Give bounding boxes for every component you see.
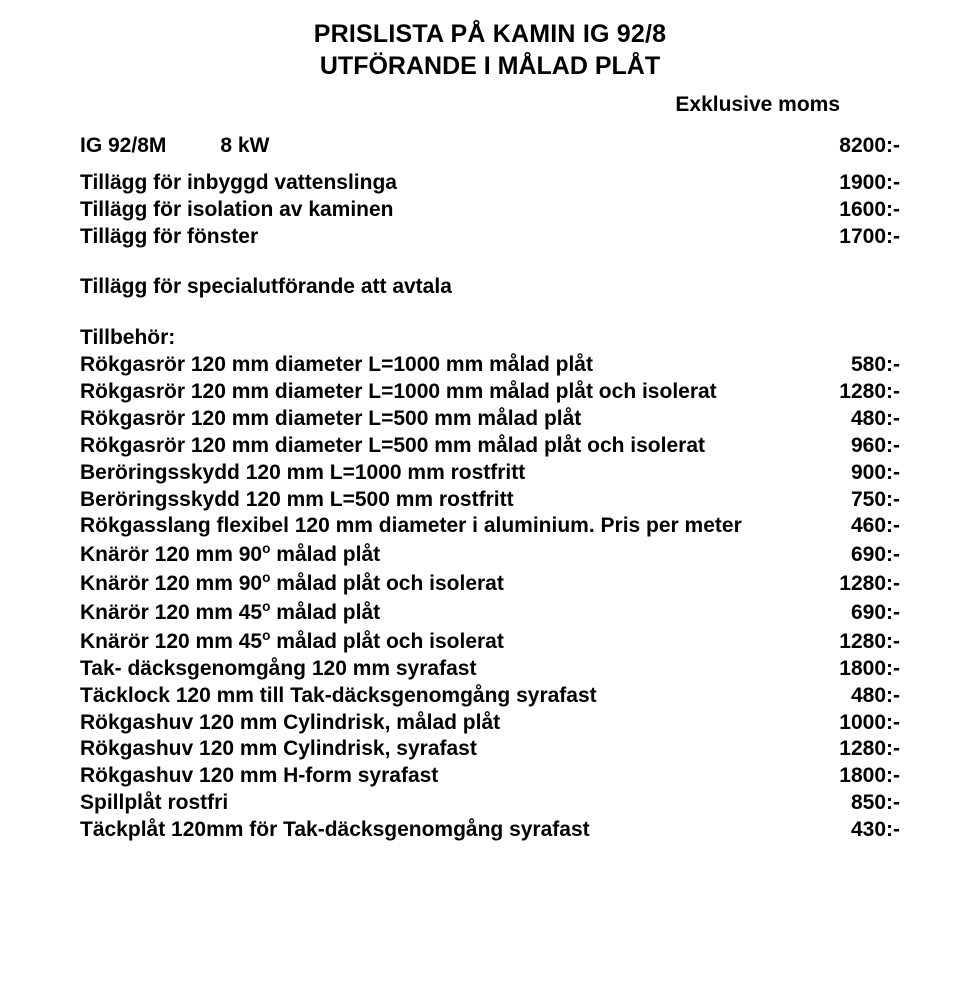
- accessory-price: 900:-: [851, 460, 900, 487]
- accessory-price: 1280:-: [839, 571, 900, 598]
- title-line-2: UTFÖRANDE I MÅLAD PLÅT: [80, 50, 900, 82]
- addon-row: Tillägg för inbyggd vattenslinga 1900:-: [80, 170, 900, 197]
- accessory-row: Rökgasrör 120 mm diameter L=1000 mm måla…: [80, 379, 900, 406]
- accessory-price: 1800:-: [839, 656, 900, 683]
- accessories-list: Rökgasrör 120 mm diameter L=1000 mm måla…: [80, 352, 900, 844]
- addon-label: Tillägg för isolation av kaminen: [80, 197, 394, 224]
- accessory-price: 850:-: [851, 790, 900, 817]
- addon-label: Tillägg för fönster: [80, 224, 258, 251]
- accessory-label: Beröringsskydd 120 mm L=500 mm rostfritt: [80, 487, 514, 514]
- accessory-label: Rökgashuv 120 mm Cylindrisk, syrafast: [80, 736, 477, 763]
- accessory-label: Knärör 120 mm 45o målad plåt: [80, 598, 380, 627]
- accessory-price: 690:-: [851, 600, 900, 627]
- addon-row: Tillägg för fönster 1700:-: [80, 224, 900, 251]
- vat-exclusive-note: Exklusive moms: [80, 92, 900, 119]
- accessory-row: Spillplåt rostfri 850:-: [80, 790, 900, 817]
- accessory-label: Täckplåt 120mm för Tak-däcksgenomgång sy…: [80, 817, 590, 844]
- addons-list: Tillägg för inbyggd vattenslinga1900:-Ti…: [80, 170, 900, 251]
- accessory-label: Rökgasrör 120 mm diameter L=500 mm målad…: [80, 406, 581, 433]
- accessory-row: Rökgashuv 120 mm Cylindrisk, målad plåt 1…: [80, 710, 900, 737]
- accessory-row: Rökgasrör 120 mm diameter L=500 mm målad…: [80, 406, 900, 433]
- model-left: IG 92/8M 8 kW: [80, 133, 269, 160]
- accessory-price: 1000:-: [839, 710, 900, 737]
- accessory-price: 1280:-: [839, 629, 900, 656]
- accessory-row: Rökgasrör 120 mm diameter L=500 mm målad…: [80, 433, 900, 460]
- accessory-row: Beröringsskydd 120 mm L=500 mm rostfritt…: [80, 487, 900, 514]
- accessory-label: Knärör 120 mm 90o målad plåt: [80, 540, 380, 569]
- accessory-price: 580:-: [851, 352, 900, 379]
- accessory-label: Beröringsskydd 120 mm L=1000 mm rostfrit…: [80, 460, 525, 487]
- model-price: 8200:-: [839, 133, 900, 160]
- accessory-row: Beröringsskydd 120 mm L=1000 mm rostfrit…: [80, 460, 900, 487]
- accessory-label: Rökgashuv 120 mm H-form syrafast: [80, 763, 438, 790]
- accessory-row: Täcklock 120 mm till Tak-däcksgenomgång …: [80, 683, 900, 710]
- accessory-price: 1280:-: [839, 736, 900, 763]
- accessory-label: Rökgasrör 120 mm diameter L=500 mm målad…: [80, 433, 705, 460]
- accessory-label: Rökgasslang flexibel 120 mm diameter i a…: [80, 513, 742, 540]
- accessory-label: Knärör 120 mm 90o målad plåt och isolera…: [80, 569, 504, 598]
- accessory-price: 480:-: [851, 683, 900, 710]
- accessory-row: Knärör 120 mm 90o målad plåt 690:-: [80, 540, 900, 569]
- accessory-row: Knärör 120 mm 90o målad plåt och isolera…: [80, 569, 900, 598]
- accessory-label: Rökgasrör 120 mm diameter L=1000 mm måla…: [80, 379, 717, 406]
- model-power: 8 kW: [220, 133, 269, 160]
- accessory-label: Rökgashuv 120 mm Cylindrisk, målad plåt: [80, 710, 500, 737]
- accessory-price: 960:-: [851, 433, 900, 460]
- addon-label: Tillägg för inbyggd vattenslinga: [80, 170, 397, 197]
- accessory-row: Rökgasslang flexibel 120 mm diameter i a…: [80, 513, 900, 540]
- accessory-row: Tak- däcksgenomgång 120 mm syrafast 1800:…: [80, 656, 900, 683]
- price-list-page: PRISLISTA PÅ KAMIN IG 92/8 UTFÖRANDE I M…: [0, 0, 960, 844]
- addon-row: Tillägg för isolation av kaminen 1600:-: [80, 197, 900, 224]
- accessory-price: 750:-: [851, 487, 900, 514]
- accessory-price: 1800:-: [839, 763, 900, 790]
- accessory-row: Täckplåt 120mm för Tak-däcksgenomgång sy…: [80, 817, 900, 844]
- accessory-label: Knärör 120 mm 45o målad plåt och isolera…: [80, 627, 504, 656]
- accessory-label: Täcklock 120 mm till Tak-däcksgenomgång …: [80, 683, 597, 710]
- title-line-1: PRISLISTA PÅ KAMIN IG 92/8: [80, 18, 900, 50]
- addon-price: 1700:-: [839, 224, 900, 251]
- accessory-row: Rökgasrör 120 mm diameter L=1000 mm måla…: [80, 352, 900, 379]
- special-note: Tillägg för specialutförande att avtala: [80, 274, 900, 301]
- addon-price: 1900:-: [839, 170, 900, 197]
- addon-price: 1600:-: [839, 197, 900, 224]
- accessory-label: Rökgasrör 120 mm diameter L=1000 mm måla…: [80, 352, 593, 379]
- accessory-row: Rökgashuv 120 mm Cylindrisk, syrafast 128…: [80, 736, 900, 763]
- accessory-label: Spillplåt rostfri: [80, 790, 228, 817]
- accessory-label: Tak- däcksgenomgång 120 mm syrafast: [80, 656, 476, 683]
- model-name: IG 92/8M: [80, 133, 166, 160]
- accessory-row: Rökgashuv 120 mm H-form syrafast 1800:-: [80, 763, 900, 790]
- accessory-row: Knärör 120 mm 45o målad plåt 690:-: [80, 598, 900, 627]
- accessory-row: Knärör 120 mm 45o målad plåt och isolera…: [80, 627, 900, 656]
- accessory-price: 480:-: [851, 406, 900, 433]
- model-row: IG 92/8M 8 kW 8200:-: [80, 133, 900, 160]
- accessory-price: 430:-: [851, 817, 900, 844]
- accessories-header: Tillbehör:: [80, 325, 900, 352]
- accessory-price: 1280:-: [839, 379, 900, 406]
- accessory-price: 460:-: [851, 513, 900, 540]
- accessory-price: 690:-: [851, 542, 900, 569]
